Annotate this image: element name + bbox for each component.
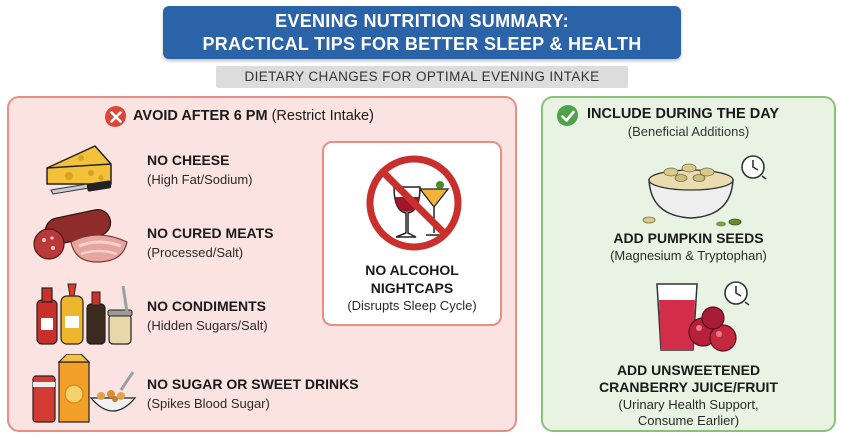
subtitle-bar: DIETARY CHANGES FOR OPTIMAL EVENING INTA…: [216, 66, 628, 88]
cranberry-icon: [656, 283, 737, 352]
condiments-icon: [36, 283, 133, 345]
include-item-2-sub-line-1: (Urinary Health Support,: [618, 397, 759, 412]
title-line-2: PRACTICAL TIPS FOR BETTER SLEEP & HEALTH: [202, 34, 642, 54]
avoid-item-4-title: NO SUGAR OR SWEET DRINKS: [147, 376, 359, 392]
no-alcohol-title-line-1: NO ALCOHOL: [365, 262, 459, 278]
clock-icon: [724, 281, 750, 306]
include-item-2-title: ADD UNSWEETENED CRANBERRY JUICE/FRUIT: [543, 362, 834, 396]
avoid-item-3-sub: (Hidden Sugars/Salt): [147, 318, 268, 333]
no-alcohol-title: NO ALCOHOL NIGHTCAPS: [324, 261, 500, 297]
avoid-item-3-title: NO CONDIMENTS: [147, 298, 266, 314]
title-line-1: EVENING NUTRITION SUMMARY:: [275, 11, 569, 31]
no-alcohol-card: NO ALCOHOL NIGHTCAPS (Disrupts Sleep Cyc…: [322, 141, 502, 326]
no-alcohol-icon: [366, 155, 462, 251]
include-heading-sub: (Beneficial Additions): [627, 124, 750, 139]
avoid-heading-rest: (Restrict Intake): [271, 108, 374, 124]
include-item-2-sub-line-2: Consume Earlier): [637, 413, 740, 428]
clock-icon: [741, 155, 767, 180]
no-alcohol-title-line-2: NIGHTCAPS: [370, 280, 454, 296]
include-item-2-title-line-2: CRANBERRY JUICE/FRUIT: [599, 379, 778, 395]
cured-meat-icon: [33, 209, 128, 263]
avoid-heading-bold: AVOID AFTER 6 PM: [133, 108, 268, 124]
include-item-2-title-line-1: ADD UNSWEETENED: [616, 362, 761, 378]
check-circle-icon: [557, 105, 578, 126]
include-item-1-sub: (Magnesium & Tryptophan): [610, 248, 767, 263]
pumpkin-seeds-icon: [642, 163, 742, 227]
sweet-drinks-icon: [32, 354, 137, 423]
avoid-item-1-title: NO CHEESE: [147, 152, 230, 168]
avoid-item-2-sub: (Processed/Salt): [147, 245, 244, 260]
x-circle-icon: [105, 106, 126, 127]
avoid-item-2-title: NO CURED MEATS: [147, 225, 274, 241]
avoid-item-4-sub: (Spikes Blood Sugar): [147, 396, 270, 411]
cheese-icon: [46, 145, 112, 195]
include-panel: INCLUDE DURING THE DAY (Beneficial Addit…: [541, 96, 836, 432]
include-heading: INCLUDE DURING THE DAY: [587, 106, 780, 122]
avoid-panel: AVOID AFTER 6 PM (Restrict Intake) NO CH…: [7, 96, 517, 432]
include-item-2-sub: (Urinary Health Support, Consume Earlier…: [543, 397, 834, 429]
no-alcohol-sub: (Disrupts Sleep Cycle): [347, 298, 477, 313]
avoid-item-1-sub: (High Fat/Sodium): [147, 172, 253, 187]
avoid-heading: AVOID AFTER 6 PM (Restrict Intake): [133, 108, 374, 124]
title-banner: EVENING NUTRITION SUMMARY: PRACTICAL TIP…: [163, 6, 681, 59]
include-item-1-title: ADD PUMPKIN SEEDS: [613, 230, 764, 246]
